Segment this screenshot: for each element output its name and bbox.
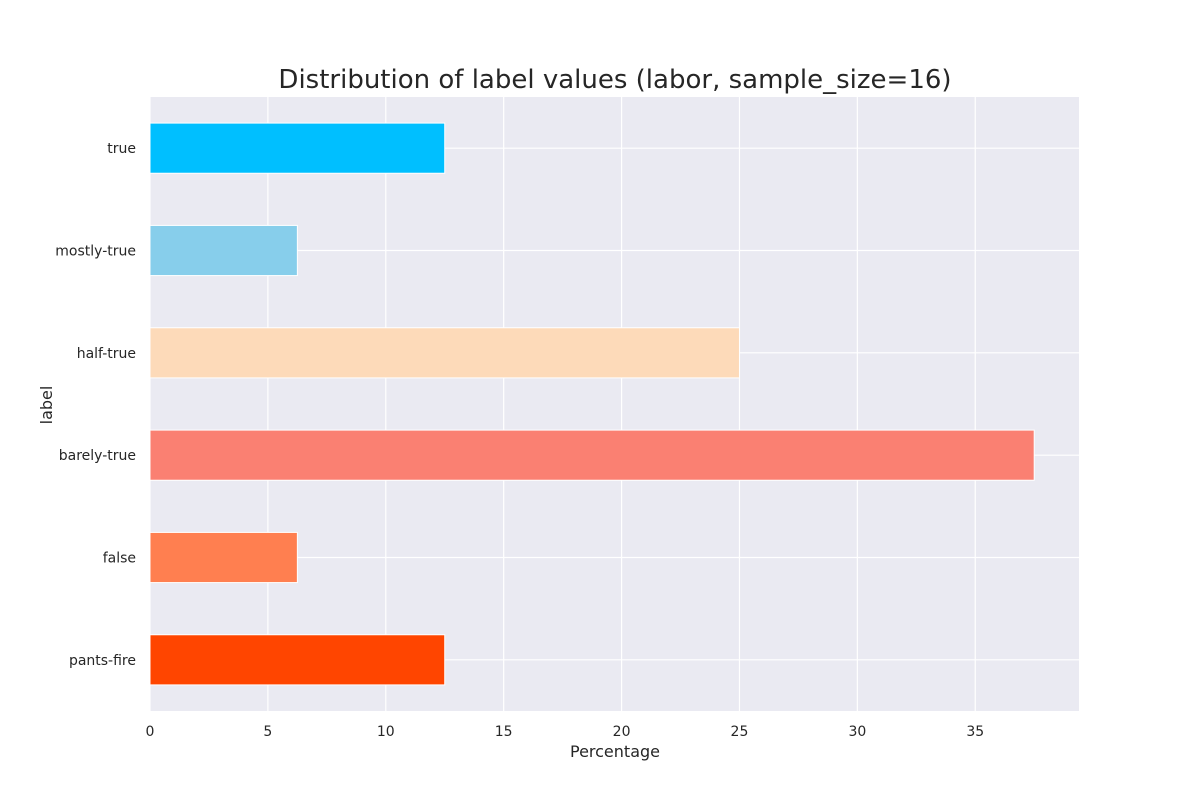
bar-pants-fire — [149, 634, 446, 686]
x-tick-label: 15 — [495, 724, 513, 740]
y-axis-label: label — [37, 386, 56, 425]
bars — [149, 122, 1035, 686]
bar-half-true — [149, 327, 740, 379]
bar-true — [149, 122, 446, 174]
y-tick-label: barely-true — [59, 448, 136, 464]
bar-false — [149, 531, 298, 584]
x-tick-label: 25 — [731, 724, 749, 740]
x-tick-label: 20 — [613, 724, 631, 740]
x-tick-label: 0 — [146, 724, 155, 740]
y-tick-label: mostly-true — [55, 244, 136, 260]
y-tick-label: true — [107, 141, 136, 157]
plot-background — [150, 97, 1079, 711]
x-tick-label: 35 — [966, 724, 984, 740]
chart-title: Distribution of label values (labor, sam… — [278, 65, 951, 95]
x-tick-label: 5 — [263, 724, 272, 740]
x-tick-label: 10 — [377, 724, 395, 740]
y-tick-label: half-true — [77, 346, 136, 362]
y-tick-labels: pants-fire false barely-true half-true mostl… — [55, 141, 136, 669]
x-tick-label: 30 — [848, 724, 866, 740]
x-tick-labels: 0 5 10 15 20 25 30 35 — [146, 724, 985, 740]
y-tick-label: false — [103, 551, 136, 567]
y-tick-label: pants-fire — [69, 653, 136, 669]
x-axis-label: Percentage — [570, 742, 660, 761]
bar-mostly-true — [149, 224, 298, 277]
bar-barely-true — [149, 429, 1035, 481]
